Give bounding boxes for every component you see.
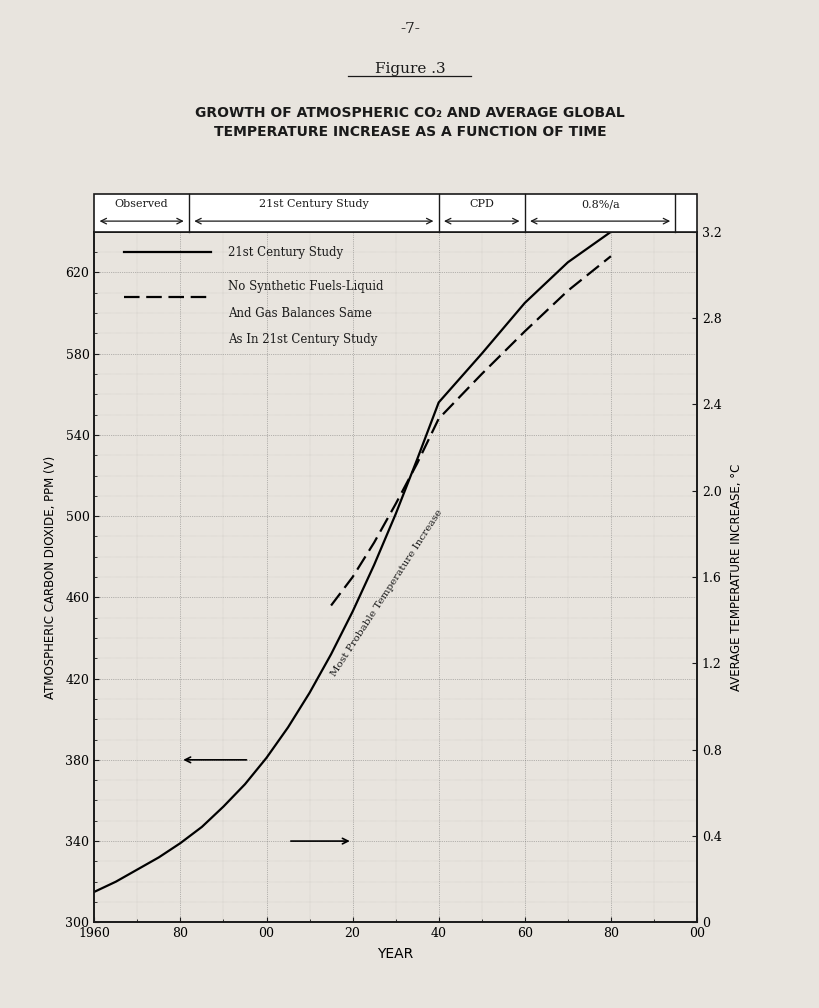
Text: GROWTH OF ATMOSPHERIC CO₂ AND AVERAGE GLOBAL
TEMPERATURE INCREASE AS A FUNCTION : GROWTH OF ATMOSPHERIC CO₂ AND AVERAGE GL… [195,106,624,139]
Bar [94,194,696,232]
Text: -7-: -7- [400,22,419,36]
Y-axis label: AVERAGE TEMPERATURE INCREASE, °C: AVERAGE TEMPERATURE INCREASE, °C [729,464,742,690]
Text: As In 21st Century Study: As In 21st Century Study [228,333,377,346]
Text: 0.8%/a: 0.8%/a [580,200,619,210]
Text: And Gas Balances Same: And Gas Balances Same [228,306,371,320]
Text: 21st Century Study: 21st Century Study [228,246,342,259]
Text: Most Probable Temperature Increase: Most Probable Temperature Increase [329,508,444,678]
Y-axis label: ATMOSPHERIC CARBON DIOXIDE, PPM (V): ATMOSPHERIC CARBON DIOXIDE, PPM (V) [44,456,57,699]
Text: 21st Century Study: 21st Century Study [259,200,369,210]
X-axis label: YEAR: YEAR [377,948,414,961]
Text: Observed: Observed [115,200,168,210]
Text: CPD: CPD [468,200,494,210]
Text: Figure .3: Figure .3 [374,62,445,77]
Text: No Synthetic Fuels-Liquid: No Synthetic Fuels-Liquid [228,280,382,293]
